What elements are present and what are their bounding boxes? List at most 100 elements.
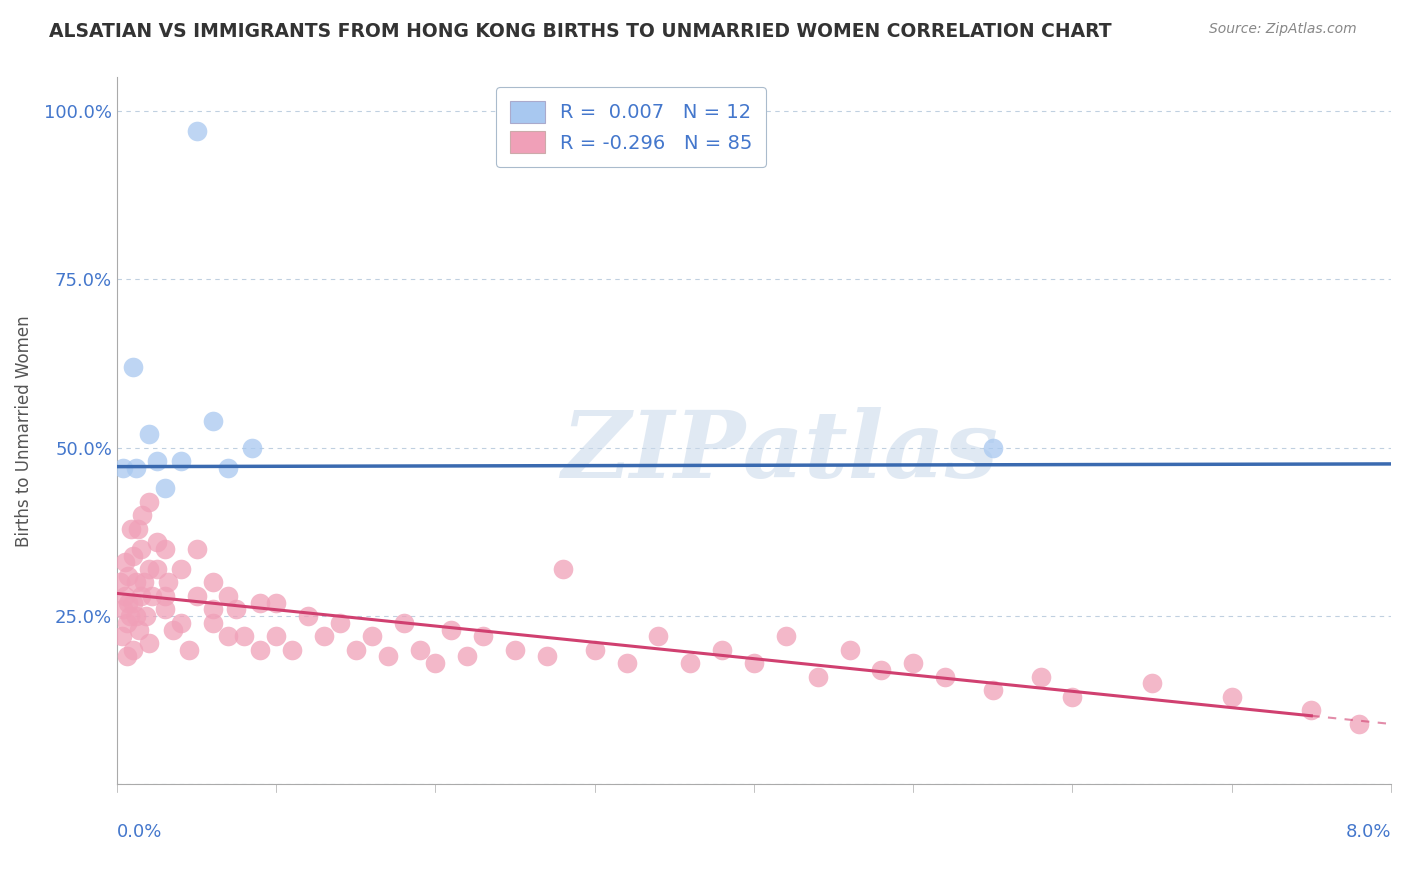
Point [807, 670, 830, 684]
Point [122, 549, 145, 563]
Text: 0.0%: 0.0% [117, 823, 162, 841]
Point [112, 461, 135, 475]
Point [1301, 703, 1323, 717]
Point [711, 642, 734, 657]
Point [225, 602, 247, 616]
Point [679, 657, 702, 671]
Point [186, 589, 208, 603]
Point [536, 649, 558, 664]
Point [131, 508, 153, 522]
Point [146, 562, 169, 576]
Point [141, 589, 163, 603]
Point [108, 575, 131, 590]
Point [249, 642, 271, 657]
Point [329, 615, 352, 630]
Point [217, 589, 239, 603]
Point [408, 642, 430, 657]
Point [838, 642, 860, 657]
Point [616, 657, 638, 671]
Point [125, 609, 148, 624]
Point [1062, 690, 1084, 704]
Point [117, 596, 139, 610]
Point [934, 670, 956, 684]
Point [456, 649, 478, 664]
Point [903, 657, 925, 671]
Point [153, 602, 176, 616]
Point [128, 623, 150, 637]
Point [138, 427, 160, 442]
Point [233, 629, 256, 643]
Point [201, 575, 224, 590]
Point [170, 562, 193, 576]
Point [112, 602, 135, 616]
Point [118, 609, 141, 624]
Point [129, 589, 152, 603]
Text: Source: ZipAtlas.com: Source: ZipAtlas.com [1209, 22, 1357, 37]
Point [138, 562, 160, 576]
Text: ZIPatlas: ZIPatlas [561, 407, 998, 497]
Point [503, 642, 526, 657]
Point [120, 522, 142, 536]
Point [122, 642, 145, 657]
Point [125, 461, 148, 475]
Point [138, 636, 160, 650]
Point [127, 522, 149, 536]
Point [125, 575, 148, 590]
Point [344, 642, 367, 657]
Point [360, 629, 382, 643]
Legend: R =  0.007   N = 12, R = -0.296   N = 85: R = 0.007 N = 12, R = -0.296 N = 85 [496, 87, 766, 167]
Point [115, 615, 138, 630]
Point [425, 657, 447, 671]
Point [132, 575, 155, 590]
Point [249, 596, 271, 610]
Point [281, 642, 304, 657]
Point [1348, 716, 1371, 731]
Point [201, 602, 224, 616]
Point [146, 535, 169, 549]
Point [217, 629, 239, 643]
Point [177, 642, 200, 657]
Point [981, 441, 1004, 455]
Text: ALSATIAN VS IMMIGRANTS FROM HONG KONG BIRTHS TO UNMARRIED WOMEN CORRELATION CHAR: ALSATIAN VS IMMIGRANTS FROM HONG KONG BI… [49, 22, 1112, 41]
Point [1220, 690, 1243, 704]
Point [115, 649, 138, 664]
Point [135, 609, 157, 624]
Point [153, 541, 176, 556]
Point [129, 541, 152, 556]
Point [153, 481, 176, 495]
Point [392, 615, 415, 630]
Point [201, 414, 224, 428]
Point [170, 615, 193, 630]
Point [551, 562, 574, 576]
Point [138, 494, 160, 508]
Point [186, 124, 208, 138]
Point [297, 609, 319, 624]
Point [153, 589, 176, 603]
Point [981, 683, 1004, 698]
Point [217, 461, 239, 475]
Point [111, 629, 134, 643]
Point [122, 359, 145, 374]
Y-axis label: Births to Unmarried Women: Births to Unmarried Women [15, 315, 32, 547]
Point [377, 649, 399, 664]
Point [114, 555, 136, 569]
Point [114, 589, 136, 603]
Point [472, 629, 495, 643]
Point [775, 629, 797, 643]
Point [264, 629, 287, 643]
Point [170, 454, 193, 468]
Point [1140, 676, 1163, 690]
Point [583, 642, 606, 657]
Point [156, 575, 179, 590]
Point [312, 629, 335, 643]
Point [162, 623, 184, 637]
Point [264, 596, 287, 610]
Point [1029, 670, 1052, 684]
Text: 8.0%: 8.0% [1346, 823, 1391, 841]
Point [440, 623, 463, 637]
Point [122, 596, 145, 610]
Point [146, 454, 169, 468]
Point [647, 629, 669, 643]
Point [201, 615, 224, 630]
Point [240, 441, 263, 455]
